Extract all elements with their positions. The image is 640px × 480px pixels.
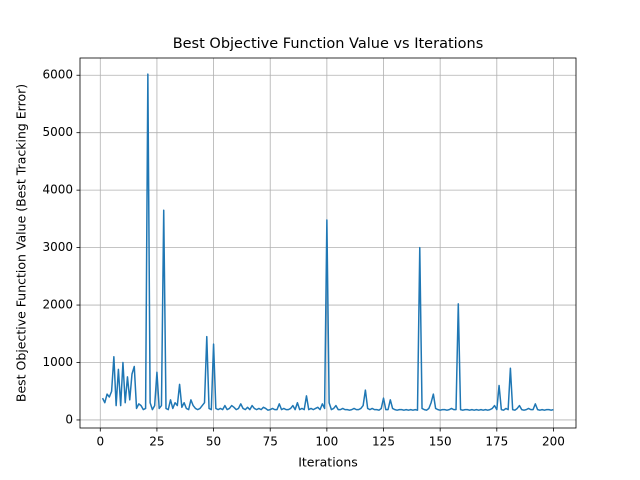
y-tick-label: 0 (65, 412, 73, 426)
data-line (101, 73, 554, 411)
y-tick-label: 3000 (42, 240, 73, 254)
x-tick-label: 175 (485, 435, 508, 449)
y-tick-label: 6000 (42, 68, 73, 82)
y-tick-label: 1000 (42, 355, 73, 369)
x-tick-label: 50 (206, 435, 221, 449)
x-tick-label: 200 (542, 435, 565, 449)
y-axis-label: Best Objective Function Value (Best Trac… (14, 84, 29, 402)
x-tick-label: 100 (315, 435, 338, 449)
x-tick-label: 0 (96, 435, 104, 449)
chart-title: Best Objective Function Value vs Iterati… (173, 36, 484, 52)
y-tick-label: 5000 (42, 125, 73, 139)
x-tick-label: 125 (372, 435, 395, 449)
x-tick-label: 25 (149, 435, 164, 449)
y-tick-label: 4000 (42, 183, 73, 197)
x-tick-label: 75 (263, 435, 278, 449)
x-axis-label: Iterations (298, 455, 358, 470)
y-tick-label: 2000 (42, 298, 73, 312)
plot-frame (79, 57, 577, 429)
x-tick-label: 150 (429, 435, 452, 449)
